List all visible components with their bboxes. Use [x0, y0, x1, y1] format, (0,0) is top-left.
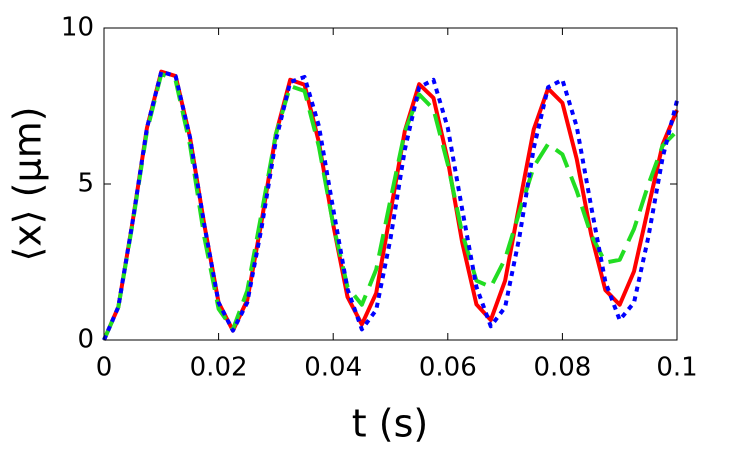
plot-frame	[103, 27, 678, 341]
x-tick-label: 0.04	[304, 353, 362, 383]
y-tick-label: 10	[61, 13, 94, 43]
y-tick-label: 0	[77, 325, 94, 355]
x-tick-label: 0.06	[419, 353, 477, 383]
x-tick-label: 0	[96, 353, 113, 383]
y-axis-label: ⟨x⟩ (μm)	[6, 106, 50, 261]
x-tick-label: 0.02	[190, 353, 248, 383]
x-tick-label: 0.1	[656, 353, 697, 383]
plot-area	[104, 28, 677, 340]
x-axis-label: t (s)	[352, 402, 428, 446]
line-series	[102, 69, 679, 341]
y-tick-label: 5	[77, 169, 94, 199]
x-tick-label: 0.08	[533, 353, 591, 383]
